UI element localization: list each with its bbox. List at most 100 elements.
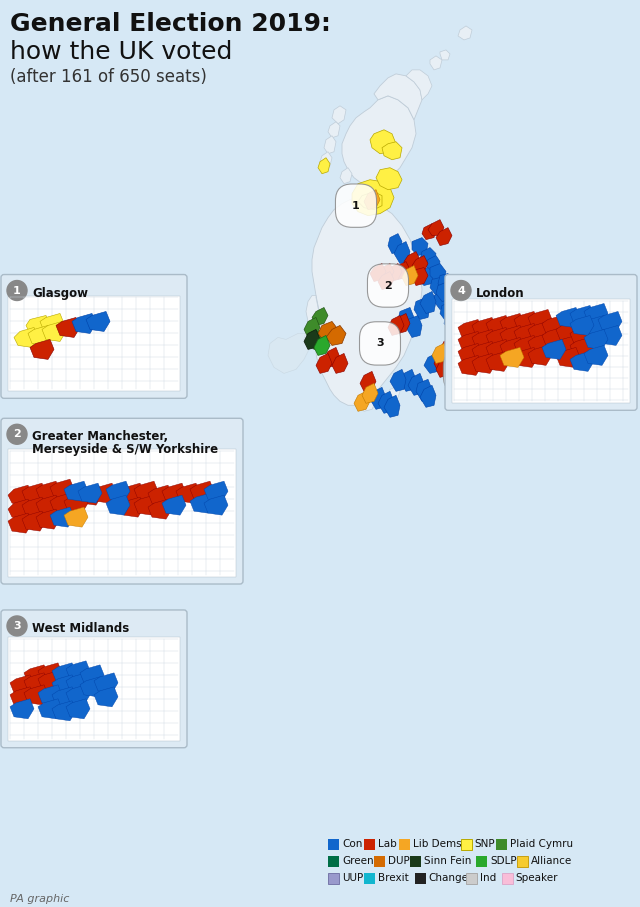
Polygon shape [446,334,462,354]
Polygon shape [38,698,62,718]
Polygon shape [120,497,144,517]
Polygon shape [64,482,88,502]
Text: (after 161 of 650 seats): (after 161 of 650 seats) [10,68,207,86]
Polygon shape [398,307,414,329]
Text: 2: 2 [384,280,392,290]
Polygon shape [24,673,48,693]
Polygon shape [442,354,458,375]
Text: 2: 2 [13,429,21,439]
Polygon shape [458,344,482,364]
Text: Green: Green [342,856,374,866]
Polygon shape [134,482,158,502]
Polygon shape [148,499,172,519]
Polygon shape [464,316,480,337]
Bar [410,855,420,866]
Polygon shape [486,316,510,336]
Bar [328,839,339,850]
Polygon shape [486,327,510,347]
Polygon shape [584,329,608,349]
Text: Change: Change [429,873,468,883]
Polygon shape [584,346,608,366]
Polygon shape [352,180,394,216]
Polygon shape [466,326,482,347]
Polygon shape [92,483,116,503]
Polygon shape [38,671,62,691]
Polygon shape [406,70,432,100]
Polygon shape [42,321,66,341]
Polygon shape [106,482,130,502]
Polygon shape [402,266,418,286]
Polygon shape [456,331,472,354]
Polygon shape [528,309,552,329]
Bar [364,839,374,850]
Text: how the UK voted: how the UK voted [10,40,232,63]
Polygon shape [448,361,464,384]
Polygon shape [66,661,90,681]
Polygon shape [472,317,496,337]
Polygon shape [176,483,200,503]
Polygon shape [394,261,410,279]
Polygon shape [72,314,96,334]
Bar [415,873,426,883]
Polygon shape [424,354,440,374]
Polygon shape [306,296,320,327]
Polygon shape [452,316,468,337]
Polygon shape [36,482,60,502]
Polygon shape [426,256,440,274]
Polygon shape [36,495,60,515]
Polygon shape [332,354,348,374]
Polygon shape [472,329,496,349]
Polygon shape [50,479,74,499]
Polygon shape [304,329,320,349]
Bar [364,873,374,883]
Polygon shape [556,336,580,356]
Polygon shape [442,349,458,369]
Polygon shape [10,675,34,695]
Text: Ind: Ind [480,873,496,883]
Polygon shape [314,336,330,356]
Polygon shape [412,238,428,256]
Polygon shape [444,364,460,384]
FancyBboxPatch shape [1,275,187,398]
Polygon shape [584,316,608,336]
Text: Lib Dems: Lib Dems [413,839,462,849]
Polygon shape [570,337,594,357]
Polygon shape [394,314,410,334]
Polygon shape [388,387,400,399]
Polygon shape [370,130,396,154]
Polygon shape [414,297,430,319]
Polygon shape [52,663,76,683]
Polygon shape [448,356,464,375]
Polygon shape [326,326,346,346]
Polygon shape [316,354,332,374]
Polygon shape [8,449,236,577]
Text: 1: 1 [13,286,21,296]
Polygon shape [500,314,524,334]
Text: Con: Con [342,839,362,849]
Polygon shape [434,351,450,374]
Polygon shape [162,483,186,503]
Polygon shape [358,191,382,210]
Polygon shape [440,50,450,60]
Polygon shape [556,347,580,367]
Text: Plaid Cymru: Plaid Cymru [511,839,573,849]
Polygon shape [388,234,402,254]
Polygon shape [14,327,38,347]
Polygon shape [434,291,450,309]
Polygon shape [420,291,436,314]
Polygon shape [420,248,436,266]
Text: SNP: SNP [475,839,495,849]
Polygon shape [440,301,456,321]
Text: Merseyside & S/W Yorkshire: Merseyside & S/W Yorkshire [32,444,218,456]
Polygon shape [8,637,180,741]
Polygon shape [446,339,462,359]
Polygon shape [458,26,472,40]
Polygon shape [8,499,32,519]
Text: Brexit: Brexit [378,873,408,883]
Text: General Election 2019:: General Election 2019: [10,12,331,36]
Polygon shape [388,316,404,336]
Text: Sinn Fein: Sinn Fein [424,856,471,866]
Bar [502,873,513,883]
Polygon shape [412,268,428,286]
Text: West Midlands: West Midlands [32,622,129,635]
